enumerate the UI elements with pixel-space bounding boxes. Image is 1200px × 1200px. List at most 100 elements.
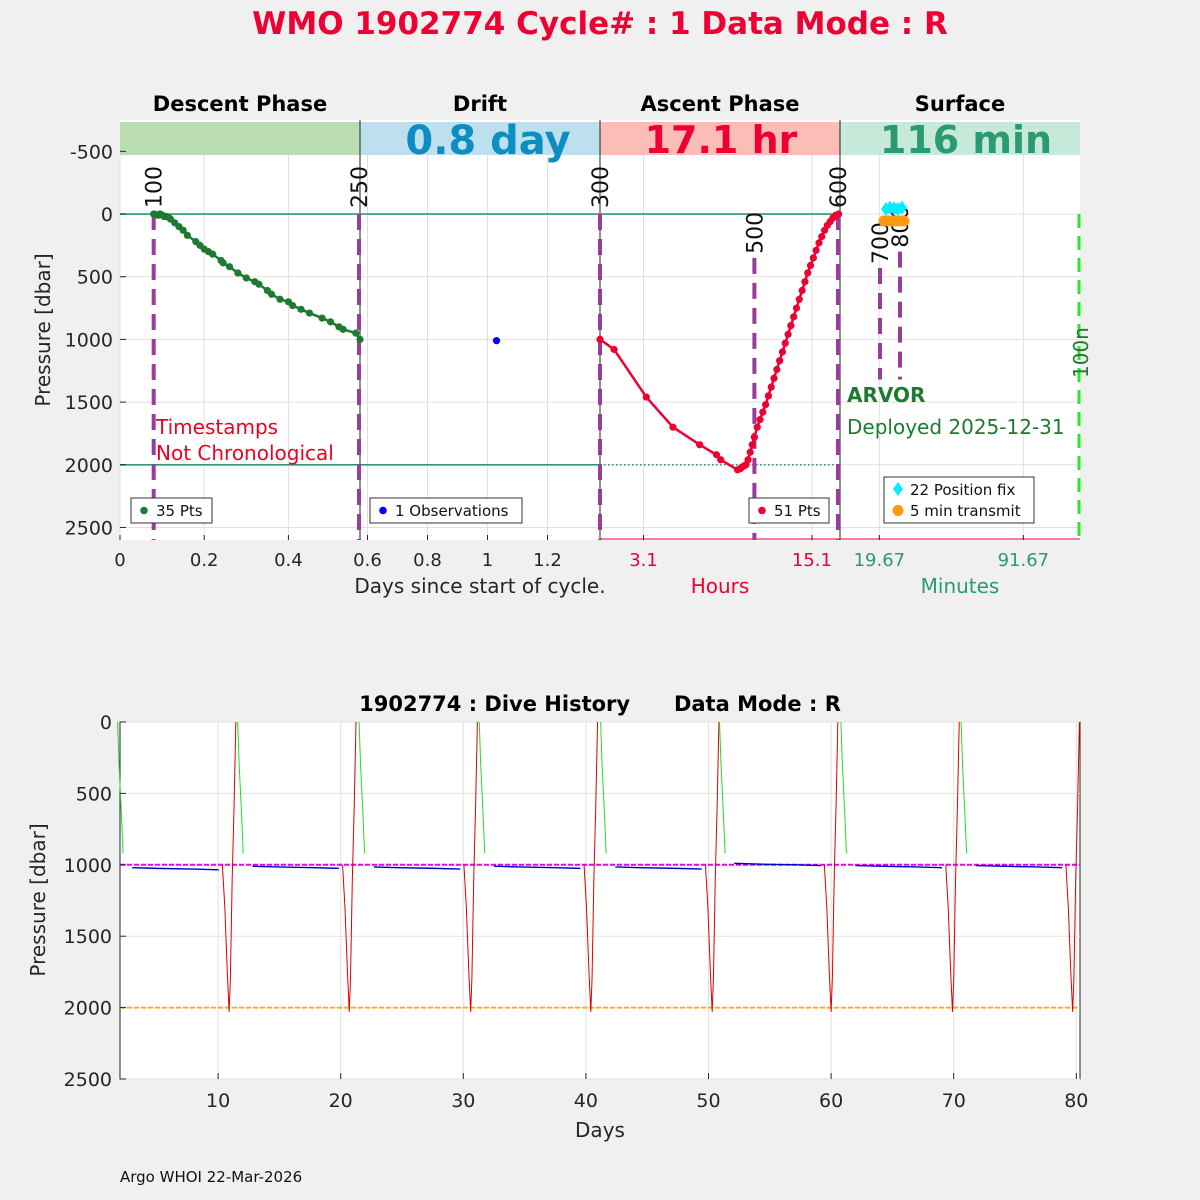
days-tick-label: 0.2 — [190, 550, 219, 571]
event-marker-label: 100 — [143, 166, 168, 208]
minutes-axis-label: Minutes — [921, 574, 1000, 598]
timestamps-warning-line2: Not Chronological — [156, 441, 334, 465]
ascent-point — [669, 423, 677, 431]
ascent-point — [798, 286, 806, 295]
descent-legend: 35 Pts — [130, 497, 213, 524]
drift-duration: 0.8 day — [405, 118, 570, 164]
ascent-point — [756, 416, 764, 424]
ascent-point — [834, 210, 843, 218]
ascent-point — [790, 313, 798, 321]
transmit-legend-label: 5 min transmit — [910, 502, 1021, 520]
ascent-phase-title: Ascent Phase — [641, 92, 800, 116]
history-x-tick-label: 80 — [1064, 1090, 1088, 1112]
footer-credit: Argo WHOI 22-Mar-2026 — [120, 1168, 302, 1186]
timestamps-warning-line1: Timestamps — [155, 415, 278, 439]
descent-legend-marker — [140, 506, 148, 515]
ascent-point — [744, 456, 752, 464]
surface-band — [840, 122, 1080, 155]
drift-legend-label: 1 Observations — [395, 502, 509, 520]
descent-point — [276, 295, 284, 303]
ascent-point — [784, 330, 792, 338]
descent-point — [242, 274, 250, 282]
history-ascent-line — [1065, 721, 1080, 1012]
history-x-tick-label: 20 — [329, 1090, 353, 1112]
y-tick-label: 500 — [77, 267, 113, 289]
event-marker-label: 300 — [589, 166, 614, 208]
descent-point — [289, 301, 297, 310]
ascent-point — [642, 393, 650, 401]
history-y-tick-label: 500 — [76, 783, 112, 805]
y-tick-label: 0 — [101, 204, 113, 226]
history-y-tick-label: 2000 — [64, 998, 112, 1020]
drift-point — [492, 337, 501, 345]
dive-history-area — [119, 721, 1081, 1080]
cycle-y-axis: -500 0 500 1000 1500 2000 2500 — [65, 141, 126, 539]
hours-tick-label: 15.1 — [792, 550, 832, 571]
ascent-point — [792, 304, 801, 312]
minutes-tick-label: 19.67 — [854, 550, 906, 571]
ascent-point — [596, 335, 604, 344]
descent-point — [225, 263, 234, 271]
history-drift-line — [975, 864, 1063, 869]
history-descent-line — [117, 721, 124, 854]
cycle-series: 100n — [150, 200, 1093, 540]
history-x-tick-label: 50 — [696, 1090, 720, 1112]
y-tick-label: 1000 — [65, 329, 113, 351]
descent-point — [356, 335, 364, 344]
ascent-point — [815, 239, 823, 247]
ascent-point — [750, 433, 758, 441]
ascent-point — [806, 261, 815, 270]
ascent-legend-marker — [758, 506, 766, 515]
float-type: ARVOR — [847, 383, 925, 407]
descent-band — [120, 122, 360, 155]
history-x-tick-label: 30 — [451, 1090, 475, 1112]
history-x-tick-label: 60 — [819, 1090, 843, 1112]
history-descent-line — [600, 721, 607, 854]
event-marker-label: 250 — [348, 166, 373, 208]
dive-history-x-label: Days — [575, 1118, 625, 1142]
y-tick-label: 1500 — [65, 392, 113, 414]
ascent-point — [809, 254, 817, 262]
descent-point — [318, 314, 326, 322]
days-tick-label: 1 — [482, 550, 493, 571]
ascent-point — [795, 295, 803, 303]
descent-point — [209, 250, 217, 258]
cycle-plot: 0.8 day 17.1 hr 116 min Descent Phase Dr… — [31, 92, 1093, 598]
history-descent-line — [358, 721, 366, 854]
history-drift-line — [855, 864, 943, 869]
ascent-point — [787, 322, 795, 330]
ascent-point — [812, 246, 820, 254]
history-drift-line — [734, 862, 821, 867]
history-ascent-line — [342, 721, 357, 1012]
ascent-point — [748, 441, 756, 449]
ascent-point — [759, 408, 767, 416]
days-tick-label: 0.4 — [274, 550, 303, 571]
history-x-tick-label: 40 — [574, 1090, 598, 1112]
ascent-band — [600, 122, 840, 155]
position-fix-point — [897, 200, 907, 215]
descent-point — [255, 280, 263, 288]
history-y-tick-label: 0 — [100, 712, 112, 734]
descent-point — [297, 305, 305, 313]
descent-point — [326, 318, 335, 326]
ascent-legend: 51 Pts — [748, 497, 830, 524]
transmit-legend-marker — [892, 505, 904, 516]
event-marker-label: 600 — [827, 166, 852, 208]
dive-history-plot: 1902774 : Dive History Data Mode : R 10 2… — [26, 692, 1088, 1142]
history-y-tick-label: 2500 — [64, 1069, 112, 1091]
history-ascent-line — [704, 721, 720, 1012]
history-ascent-line — [823, 721, 839, 1012]
days-tick-label: 0.6 — [353, 550, 382, 571]
ascent-point — [746, 448, 754, 456]
descent-point — [267, 290, 276, 298]
history-y-tick-label: 1000 — [64, 855, 112, 877]
descent-point — [339, 325, 347, 333]
position-fix-legend-label: 22 Position fix — [910, 481, 1015, 499]
surface-phase-title: Surface — [915, 92, 1005, 116]
ascent-point — [778, 348, 787, 356]
figure-title: WMO 1902774 Cycle# : 1 Data Mode : R — [252, 6, 948, 42]
drift-band — [360, 122, 600, 155]
cycle-x-axes: 0 0.2 0.4 0.6 0.8 1 1.2 3.1 15.1 19.67 91.67 — [114, 535, 1049, 571]
